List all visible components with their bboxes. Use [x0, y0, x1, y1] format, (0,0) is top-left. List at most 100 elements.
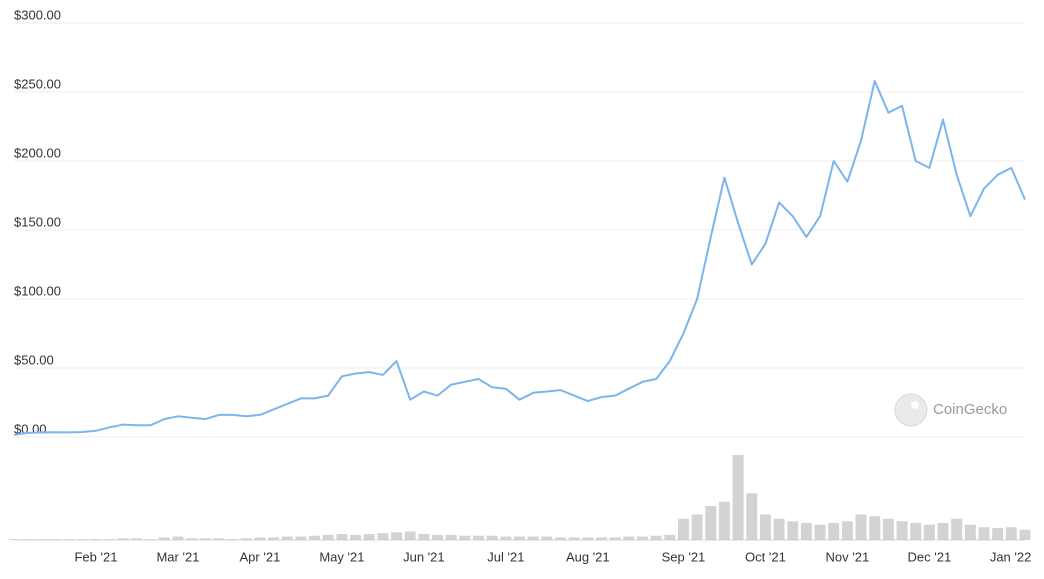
- volume-bar: [459, 535, 471, 540]
- volume-bar: [1005, 527, 1017, 540]
- volume-bar: [186, 538, 198, 540]
- volume-bar: [664, 534, 676, 540]
- volume-bar: [978, 527, 990, 540]
- volume-bar: [35, 539, 47, 540]
- volume-bar: [391, 532, 403, 540]
- volume-bar: [814, 524, 826, 540]
- volume-bar: [117, 538, 129, 540]
- volume-bar: [227, 539, 239, 540]
- volume-bar: [923, 524, 935, 540]
- volume-bar: [596, 537, 607, 540]
- volume-bar: [514, 536, 525, 540]
- watermark: [894, 393, 928, 427]
- volume-bar: [691, 514, 703, 540]
- volume-bar: [773, 518, 785, 540]
- volume-bar: [705, 506, 717, 540]
- volume-bar: [910, 523, 922, 540]
- volume-bar: [541, 536, 553, 540]
- volume-bar: [445, 534, 457, 540]
- volume-bar: [500, 536, 512, 540]
- volume-bar: [677, 518, 689, 540]
- volume-bar: [964, 524, 976, 540]
- volume-bar: [882, 518, 894, 540]
- volume-bar: [650, 535, 662, 540]
- volume-bar: [732, 455, 744, 540]
- volume-bar: [718, 501, 730, 540]
- volume-bar: [199, 538, 211, 540]
- volume-bar: [295, 536, 307, 540]
- y-tick-label: $200.00: [14, 145, 61, 160]
- x-tick-label: Nov '21: [826, 549, 870, 564]
- volume-bar: [582, 537, 594, 540]
- price-line: [13, 80, 1026, 436]
- x-tick-label: Oct '21: [745, 549, 786, 564]
- y-tick-label: $300.00: [14, 7, 61, 22]
- volume-bar: [869, 516, 881, 540]
- volume-bar: [350, 534, 362, 540]
- volume-bar: [49, 539, 61, 540]
- volume-bar: [8, 539, 20, 540]
- y-tick-label: $50.00: [14, 352, 54, 367]
- volume-bar: [63, 539, 75, 540]
- volume-bar: [486, 535, 498, 540]
- x-tick-label: Sep '21: [662, 549, 706, 564]
- volume-bar: [746, 493, 758, 540]
- volume-bar: [131, 538, 143, 540]
- volume-bar: [377, 533, 389, 540]
- volume-bar: [527, 536, 539, 540]
- volume-bar: [473, 535, 484, 540]
- volume-bar: [841, 521, 853, 540]
- volume-bar: [213, 538, 225, 540]
- volume-bar: [309, 535, 321, 540]
- x-tick-label: Aug '21: [566, 549, 610, 564]
- volume-bar: [855, 514, 867, 540]
- volume-bar: [104, 539, 116, 540]
- volume-bar: [636, 536, 648, 540]
- watermark-text: CoinGecko: [933, 401, 1007, 418]
- x-tick-label: Feb '21: [74, 549, 117, 564]
- volume-bar: [281, 536, 293, 540]
- volume-bar: [336, 534, 348, 540]
- volume-bar: [828, 523, 840, 540]
- volume-bar: [254, 537, 266, 540]
- x-tick-label: Jun '21: [403, 549, 445, 564]
- volume-bar: [800, 523, 812, 540]
- watermark-icon-eye: [911, 401, 919, 409]
- volume-bar: [555, 537, 566, 540]
- volume-bar: [418, 534, 430, 540]
- watermark-icon: [894, 393, 928, 427]
- x-tick-label: Mar '21: [156, 549, 199, 564]
- volume-bar: [268, 537, 280, 540]
- y-tick-label: $150.00: [14, 214, 61, 229]
- volume-bar: [992, 528, 1004, 540]
- volume-bar: [240, 538, 252, 540]
- x-tick-label: Jan '22: [990, 549, 1032, 564]
- y-tick-label: $100.00: [14, 283, 61, 298]
- volume-bar: [896, 521, 908, 540]
- volume-bar: [22, 539, 34, 540]
- volume-bar: [158, 537, 170, 540]
- volume-bar: [404, 531, 416, 540]
- volume-bar: [322, 534, 334, 540]
- volume-bar: [172, 536, 184, 540]
- x-tick-label: May '21: [319, 549, 364, 564]
- volume-bar: [759, 514, 771, 540]
- volume-bar: [90, 539, 102, 540]
- x-tick-label: Jul '21: [487, 549, 524, 564]
- y-tick-label: $250.00: [14, 76, 61, 91]
- volume-bar: [951, 518, 963, 540]
- volume-bar: [432, 534, 443, 540]
- volume-bar: [568, 537, 580, 540]
- volume-bar: [609, 537, 621, 540]
- volume-bar: [787, 521, 799, 540]
- volume-bar: [76, 539, 88, 540]
- x-tick-label: Apr '21: [240, 549, 281, 564]
- x-tick-label: Dec '21: [908, 549, 952, 564]
- volume-bar: [937, 523, 949, 540]
- volume-bar: [623, 536, 635, 540]
- volume-bar: [1019, 529, 1031, 540]
- volume-bar: [363, 534, 375, 540]
